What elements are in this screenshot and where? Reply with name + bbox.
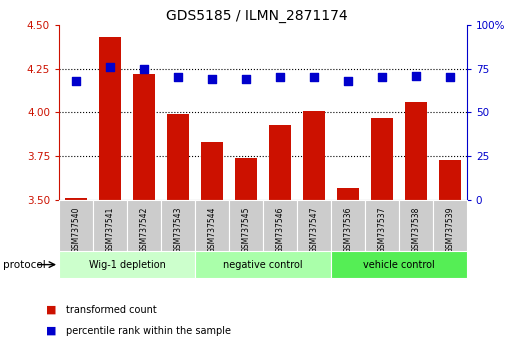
Point [412,73,420,79]
Point [276,74,284,80]
Bar [405,102,427,200]
Point [106,64,114,70]
Text: GSM737542: GSM737542 [140,206,148,253]
Point [140,66,148,72]
Bar [99,37,121,200]
Point [174,74,182,80]
Bar [133,74,155,200]
Text: GSM737546: GSM737546 [275,206,284,253]
Text: GSM737543: GSM737543 [173,206,183,253]
Bar [433,200,467,253]
Bar [331,251,467,278]
Bar [371,118,393,200]
Point [446,74,454,80]
Bar [65,198,87,200]
Bar [161,200,195,253]
Bar [303,111,325,200]
Bar [195,251,331,278]
Point [208,76,216,82]
Text: GSM737539: GSM737539 [445,206,455,253]
Bar [269,125,291,200]
Bar [439,160,461,200]
Text: GSM737541: GSM737541 [106,206,114,253]
Text: Wig-1 depletion: Wig-1 depletion [89,259,165,270]
Bar [167,114,189,200]
Point [72,78,80,84]
Text: transformed count: transformed count [66,305,156,315]
Text: ■: ■ [46,326,56,336]
Bar [93,200,127,253]
Text: ■: ■ [46,305,56,315]
Bar [201,142,223,200]
Text: GSM737538: GSM737538 [411,206,420,253]
Text: GSM737537: GSM737537 [378,206,386,253]
Bar [127,200,161,253]
Text: GSM737536: GSM737536 [343,206,352,253]
Text: GSM737545: GSM737545 [242,206,250,253]
Bar [365,200,399,253]
Bar [297,200,331,253]
Point [310,74,318,80]
Text: vehicle control: vehicle control [363,259,435,270]
Point [242,76,250,82]
Bar [399,200,433,253]
Text: GSM737547: GSM737547 [309,206,319,253]
Text: GDS5185 / ILMN_2871174: GDS5185 / ILMN_2871174 [166,9,347,23]
Bar [235,158,257,200]
Bar [263,200,297,253]
Bar [229,200,263,253]
Bar [59,251,195,278]
Text: GSM737540: GSM737540 [71,206,81,253]
Bar [59,200,93,253]
Text: percentile rank within the sample: percentile rank within the sample [66,326,231,336]
Bar [337,188,359,200]
Bar [195,200,229,253]
Text: negative control: negative control [223,259,303,270]
Point [378,74,386,80]
Point [344,78,352,84]
Text: protocol: protocol [3,260,45,270]
Bar [331,200,365,253]
Text: GSM737544: GSM737544 [207,206,216,253]
